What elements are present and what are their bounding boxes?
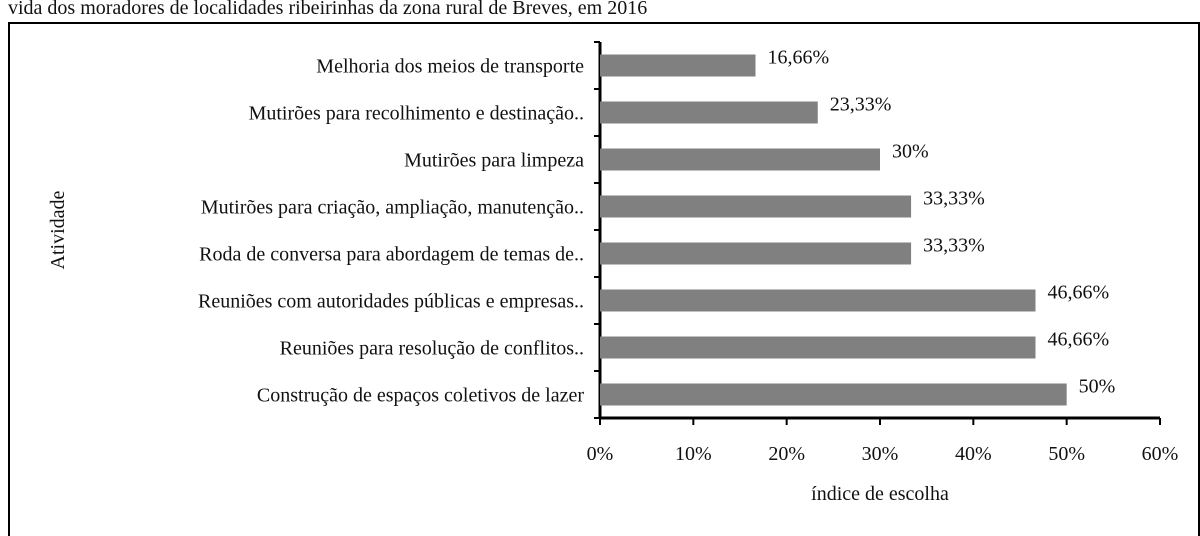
bar xyxy=(600,289,1036,312)
data-label: 46,66% xyxy=(1047,329,1109,351)
x-tick-label: 0% xyxy=(587,443,614,465)
x-tick-label: 30% xyxy=(862,443,899,465)
data-label: 46,66% xyxy=(1047,282,1109,304)
y-tick-label: Mutirões para limpeza xyxy=(404,150,584,172)
data-label: 23,33% xyxy=(830,94,892,116)
y-tick-label: Reuniões com autoridades públicas e empr… xyxy=(198,291,584,313)
x-axis-label: índice de escolha xyxy=(811,483,949,505)
y-axis-label: Atividade xyxy=(47,190,69,269)
x-tick-label: 40% xyxy=(955,443,992,465)
bar xyxy=(600,148,880,171)
y-tick-label: Mutirões para recolhimento e destinação.… xyxy=(249,103,584,125)
x-tick-label: 10% xyxy=(675,443,712,465)
bar xyxy=(600,336,1036,359)
bar xyxy=(600,101,818,124)
y-tick-label: Roda de conversa para abordagem de temas… xyxy=(199,244,584,266)
chart-frame xyxy=(8,22,1200,536)
chart-title: vida dos moradores de localidades ribeir… xyxy=(8,0,647,19)
x-tick-label: 20% xyxy=(768,443,805,465)
y-tick-label: Construção de espaços coletivos de lazer xyxy=(257,385,584,407)
data-label: 16,66% xyxy=(767,47,829,69)
y-tick-label: Mutirões para criação, ampliação, manute… xyxy=(201,197,584,219)
bar xyxy=(600,242,912,265)
bar xyxy=(600,383,1067,406)
x-tick-label: 50% xyxy=(1048,443,1085,465)
y-tick-label: Reuniões para resolução de conflitos.. xyxy=(280,338,584,360)
y-tick-label: Melhoria dos meios de transporte xyxy=(316,56,584,78)
bar xyxy=(600,54,756,77)
x-tick-label: 60% xyxy=(1142,443,1179,465)
data-label: 33,33% xyxy=(923,235,985,257)
data-label: 50% xyxy=(1079,376,1116,398)
data-label: 30% xyxy=(892,141,929,163)
data-label: 33,33% xyxy=(923,188,985,210)
bar xyxy=(600,195,912,218)
